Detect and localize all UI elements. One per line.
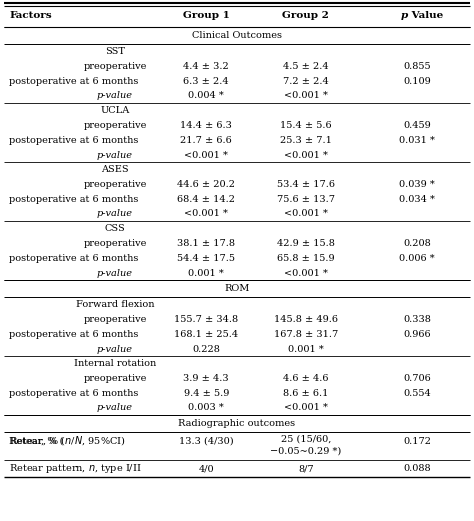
Text: 25.3 ± 7.1: 25.3 ± 7.1 <box>280 136 332 145</box>
Text: 155.7 ± 34.8: 155.7 ± 34.8 <box>174 315 238 324</box>
Text: 0.031 *: 0.031 * <box>399 136 435 145</box>
Text: 38.1 ± 17.8: 38.1 ± 17.8 <box>177 239 235 248</box>
Text: 0.459: 0.459 <box>403 121 431 130</box>
Text: p: p <box>401 10 409 19</box>
Text: 65.8 ± 15.9: 65.8 ± 15.9 <box>277 254 335 263</box>
Text: 0.172: 0.172 <box>403 437 431 445</box>
Text: Group 2: Group 2 <box>283 10 329 19</box>
Text: p-value: p-value <box>97 268 133 278</box>
Text: p-value: p-value <box>97 403 133 413</box>
Text: 0.338: 0.338 <box>403 315 431 324</box>
Text: 7.2 ± 2.4: 7.2 ± 2.4 <box>283 77 328 86</box>
Text: postoperative at 6 months: postoperative at 6 months <box>9 195 139 204</box>
Text: 0.088: 0.088 <box>403 464 431 473</box>
Text: p-value: p-value <box>97 92 133 101</box>
Text: 0.208: 0.208 <box>403 239 431 248</box>
Text: 0.554: 0.554 <box>403 389 431 398</box>
Text: Factors: Factors <box>9 10 52 19</box>
Text: Internal rotation: Internal rotation <box>74 359 156 368</box>
Text: 168.1 ± 25.4: 168.1 ± 25.4 <box>174 330 238 339</box>
Text: Retear pattern, $\mathit{n}$, type I/II: Retear pattern, $\mathit{n}$, type I/II <box>9 462 142 475</box>
Text: 44.6 ± 20.2: 44.6 ± 20.2 <box>177 180 235 189</box>
Text: 0.039 *: 0.039 * <box>399 180 435 189</box>
Text: 4/0: 4/0 <box>199 464 214 473</box>
Text: 14.4 ± 6.3: 14.4 ± 6.3 <box>180 121 232 130</box>
Text: preoperative: preoperative <box>83 374 146 383</box>
Text: 0.001 *: 0.001 * <box>288 344 324 354</box>
Text: <0.001 *: <0.001 * <box>284 268 328 278</box>
Text: 0.004 *: 0.004 * <box>188 92 224 101</box>
Text: 0.003 *: 0.003 * <box>188 403 224 413</box>
Text: 0.228: 0.228 <box>192 344 220 354</box>
Text: 0.966: 0.966 <box>403 330 431 339</box>
Text: preoperative: preoperative <box>83 180 146 189</box>
Text: 3.9 ± 4.3: 3.9 ± 4.3 <box>183 374 229 383</box>
Text: postoperative at 6 months: postoperative at 6 months <box>9 330 139 339</box>
Text: 75.6 ± 13.7: 75.6 ± 13.7 <box>277 195 335 204</box>
Text: 0.006 *: 0.006 * <box>399 254 435 263</box>
Text: postoperative at 6 months: postoperative at 6 months <box>9 254 139 263</box>
Text: 167.8 ± 31.7: 167.8 ± 31.7 <box>273 330 338 339</box>
Text: postoperative at 6 months: postoperative at 6 months <box>9 77 139 86</box>
Text: Retear, % (: Retear, % ( <box>9 437 64 445</box>
Text: preoperative: preoperative <box>83 315 146 324</box>
Text: Value: Value <box>408 10 443 19</box>
Text: 54.4 ± 17.5: 54.4 ± 17.5 <box>177 254 235 263</box>
Text: 13.3 (4/30): 13.3 (4/30) <box>179 437 234 445</box>
Text: 145.8 ± 49.6: 145.8 ± 49.6 <box>273 315 338 324</box>
Text: preoperative: preoperative <box>83 62 146 71</box>
Text: 42.9 ± 15.8: 42.9 ± 15.8 <box>277 239 335 248</box>
Text: Forward flexion: Forward flexion <box>76 300 154 309</box>
Text: <0.001 *: <0.001 * <box>284 151 328 159</box>
Text: CSS: CSS <box>105 224 126 233</box>
Text: 0.706: 0.706 <box>403 374 431 383</box>
Text: <0.001 *: <0.001 * <box>184 209 228 218</box>
Text: 0.034 *: 0.034 * <box>399 195 435 204</box>
Text: 15.4 ± 5.6: 15.4 ± 5.6 <box>280 121 331 130</box>
Text: SST: SST <box>105 47 125 56</box>
Text: −0.05~0.29 *): −0.05~0.29 *) <box>270 446 341 455</box>
Text: p-value: p-value <box>97 344 133 354</box>
Text: 0.001 *: 0.001 * <box>188 268 224 278</box>
Text: Clinical Outcomes: Clinical Outcomes <box>192 31 282 40</box>
Text: 4.5 ± 2.4: 4.5 ± 2.4 <box>283 62 328 71</box>
Text: ROM: ROM <box>224 284 250 293</box>
Text: 8/7: 8/7 <box>298 464 313 473</box>
Text: preoperative: preoperative <box>83 121 146 130</box>
Text: preoperative: preoperative <box>83 239 146 248</box>
Text: <0.001 *: <0.001 * <box>284 403 328 413</box>
Text: 6.3 ± 2.4: 6.3 ± 2.4 <box>183 77 229 86</box>
Text: <0.001 *: <0.001 * <box>184 151 228 159</box>
Text: postoperative at 6 months: postoperative at 6 months <box>9 389 139 398</box>
Text: postoperative at 6 months: postoperative at 6 months <box>9 136 139 145</box>
Text: 4.6 ± 4.6: 4.6 ± 4.6 <box>283 374 328 383</box>
Text: 0.109: 0.109 <box>403 77 431 86</box>
Text: 68.4 ± 14.2: 68.4 ± 14.2 <box>177 195 235 204</box>
Text: <0.001 *: <0.001 * <box>284 92 328 101</box>
Text: UCLA: UCLA <box>100 106 129 115</box>
Text: 21.7 ± 6.6: 21.7 ± 6.6 <box>180 136 232 145</box>
Text: Retear, % ($\mathit{n}$/$\mathit{N}$, 95%CI): Retear, % ($\mathit{n}$/$\mathit{N}$, 95… <box>9 435 126 448</box>
Text: Radiographic outcomes: Radiographic outcomes <box>178 419 296 428</box>
Text: 9.4 ± 5.9: 9.4 ± 5.9 <box>183 389 229 398</box>
Text: p-value: p-value <box>97 209 133 218</box>
Text: 53.4 ± 17.6: 53.4 ± 17.6 <box>277 180 335 189</box>
Text: p-value: p-value <box>97 151 133 159</box>
Text: 4.4 ± 3.2: 4.4 ± 3.2 <box>183 62 229 71</box>
Text: 25 (15/60,: 25 (15/60, <box>281 435 331 443</box>
Text: 0.855: 0.855 <box>403 62 431 71</box>
Text: Group 1: Group 1 <box>183 10 229 19</box>
Text: 8.6 ± 6.1: 8.6 ± 6.1 <box>283 389 328 398</box>
Text: <0.001 *: <0.001 * <box>284 209 328 218</box>
Text: ASES: ASES <box>101 165 129 174</box>
